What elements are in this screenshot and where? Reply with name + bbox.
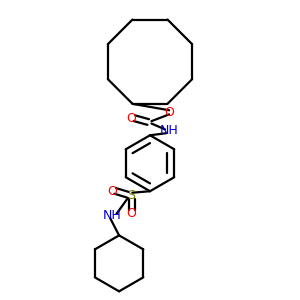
Text: NH: NH — [102, 209, 121, 222]
Text: O: O — [164, 106, 174, 119]
Text: O: O — [107, 185, 117, 198]
Text: NH: NH — [160, 124, 178, 137]
Text: O: O — [126, 112, 136, 125]
Text: O: O — [126, 207, 136, 220]
Text: S: S — [127, 189, 135, 202]
